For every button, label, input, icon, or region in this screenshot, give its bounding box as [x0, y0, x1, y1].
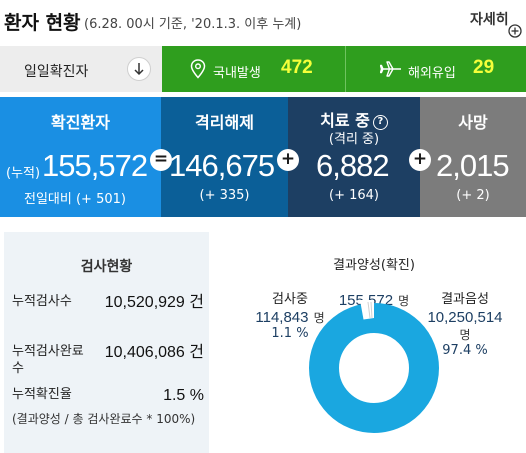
help-icon[interactable]: ? [372, 115, 388, 130]
plus-circle-icon[interactable] [508, 24, 522, 38]
daily-confirmed-bar: 일일확진자 국내발생 472 해외유입 29 [0, 46, 526, 92]
stat-cards: 확진환자 (누적) 155,572 전일대비 (+ 501) 격리해제 146,… [0, 97, 526, 217]
test-status-heading: 검사현황 [80, 259, 133, 275]
released-delta: (+ 335) [199, 188, 250, 203]
status-header: 환자 현황 (6.28. 00시 기준, '20.1.3. 이후 누계) 자세히 [0, 0, 526, 40]
testing-value: 114,843 [255, 309, 309, 326]
plus-operator-icon: + [277, 149, 299, 171]
donut-segment-testing [360, 300, 374, 320]
treatment-delta: (+ 164) [329, 188, 379, 203]
negative-name: 결과음성 [441, 292, 489, 307]
test-status-panel: 검사현황 누적검사수 10,520,929 건 누적검사완료수 10,406,0… [4, 232, 209, 453]
confirmed-title: 확진환자 [51, 113, 110, 132]
plus-operator-icon: + [409, 149, 431, 171]
test-row-label: 누적검사수 [12, 294, 72, 309]
map-pin-icon [190, 59, 206, 79]
domestic-value: 472 [281, 57, 313, 78]
test-result-donut-chart [309, 300, 439, 433]
donut-label-testing: 검사중 114,843 명 1.1 % [245, 288, 335, 341]
positive-unit: 명 [398, 294, 410, 308]
positive-rate-note: (결과양성 / 총 검사완료수 * 100%) [12, 412, 196, 426]
testing-pct: 1.1 % [271, 326, 309, 341]
released-value: 146,675 [169, 148, 275, 183]
treatment-subtitle: (격리 중) [328, 132, 380, 147]
arrow-down-icon [134, 63, 144, 76]
donut-label-positive: 결과양성(확진) [333, 258, 415, 273]
domestic-label: 국내발생 [213, 66, 261, 81]
donut-segment-positive [367, 301, 373, 319]
test-row-value: 10,520,929 건 [104, 294, 204, 311]
daily-breakdown-panel [162, 46, 526, 92]
treatment-title: 치료 중? [288, 107, 420, 131]
deceased-value: 2,015 [436, 148, 510, 183]
confirmed-value: 155,572 [42, 148, 148, 183]
deceased-title: 사망 [458, 113, 488, 132]
confirmed-prefix: (누적) [6, 166, 41, 181]
test-result-donut-panel: 결과양성(확진) 155,572 명 1.5 % 검사중 114,843 명 1… [213, 232, 526, 453]
positive-name: 결과양성(확진) [333, 258, 415, 273]
test-row-label: 누적확진율 [12, 387, 72, 402]
deceased-card: 사망 2,015 (+ 2) [420, 97, 526, 217]
deceased-delta: (+ 2) [456, 188, 490, 203]
imported-label: 해외유입 [408, 66, 456, 81]
page-title: 환자 현황 [4, 12, 81, 34]
confirmed-card: 확진환자 (누적) 155,572 전일대비 (+ 501) [0, 97, 161, 217]
released-title: 격리해제 [195, 113, 254, 132]
testing-unit: 명 [313, 311, 325, 325]
negative-unit: 명 [459, 328, 471, 342]
testing-name: 검사중 [272, 292, 308, 307]
daily-label: 일일확진자 [24, 64, 89, 80]
daily-divider [345, 46, 346, 92]
donut-label-negative: 결과음성 10,250,514 명 97.4 % [409, 288, 521, 358]
daily-toggle-button[interactable] [127, 57, 151, 81]
test-row-value: 1.5 % [163, 387, 204, 404]
test-status-background [4, 232, 209, 453]
negative-value: 10,250,514 [427, 309, 503, 326]
donut-segment-negative [309, 303, 439, 433]
treatment-card: 치료 중? (격리 중) 6,882 (+ 164) [288, 97, 420, 217]
test-row-value: 10,406,086 건 [104, 344, 204, 361]
airplane-icon [380, 61, 401, 77]
treatment-value: 6,882 [316, 148, 390, 183]
released-card: 격리해제 146,675 (+ 335) [161, 97, 288, 217]
treatment-title-text: 치료 중 [320, 111, 370, 130]
negative-pct: 97.4 % [442, 343, 488, 358]
confirmed-delta: 전일대비 (+ 501) [24, 192, 126, 207]
page-subtitle: (6.28. 00시 기준, '20.1.3. 이후 누계) [84, 17, 302, 32]
equals-operator-icon: = [150, 149, 172, 171]
more-details-link[interactable]: 자세히 [470, 12, 509, 28]
test-row-label: 누적검사완료수 [12, 344, 84, 376]
imported-value: 29 [473, 57, 495, 78]
